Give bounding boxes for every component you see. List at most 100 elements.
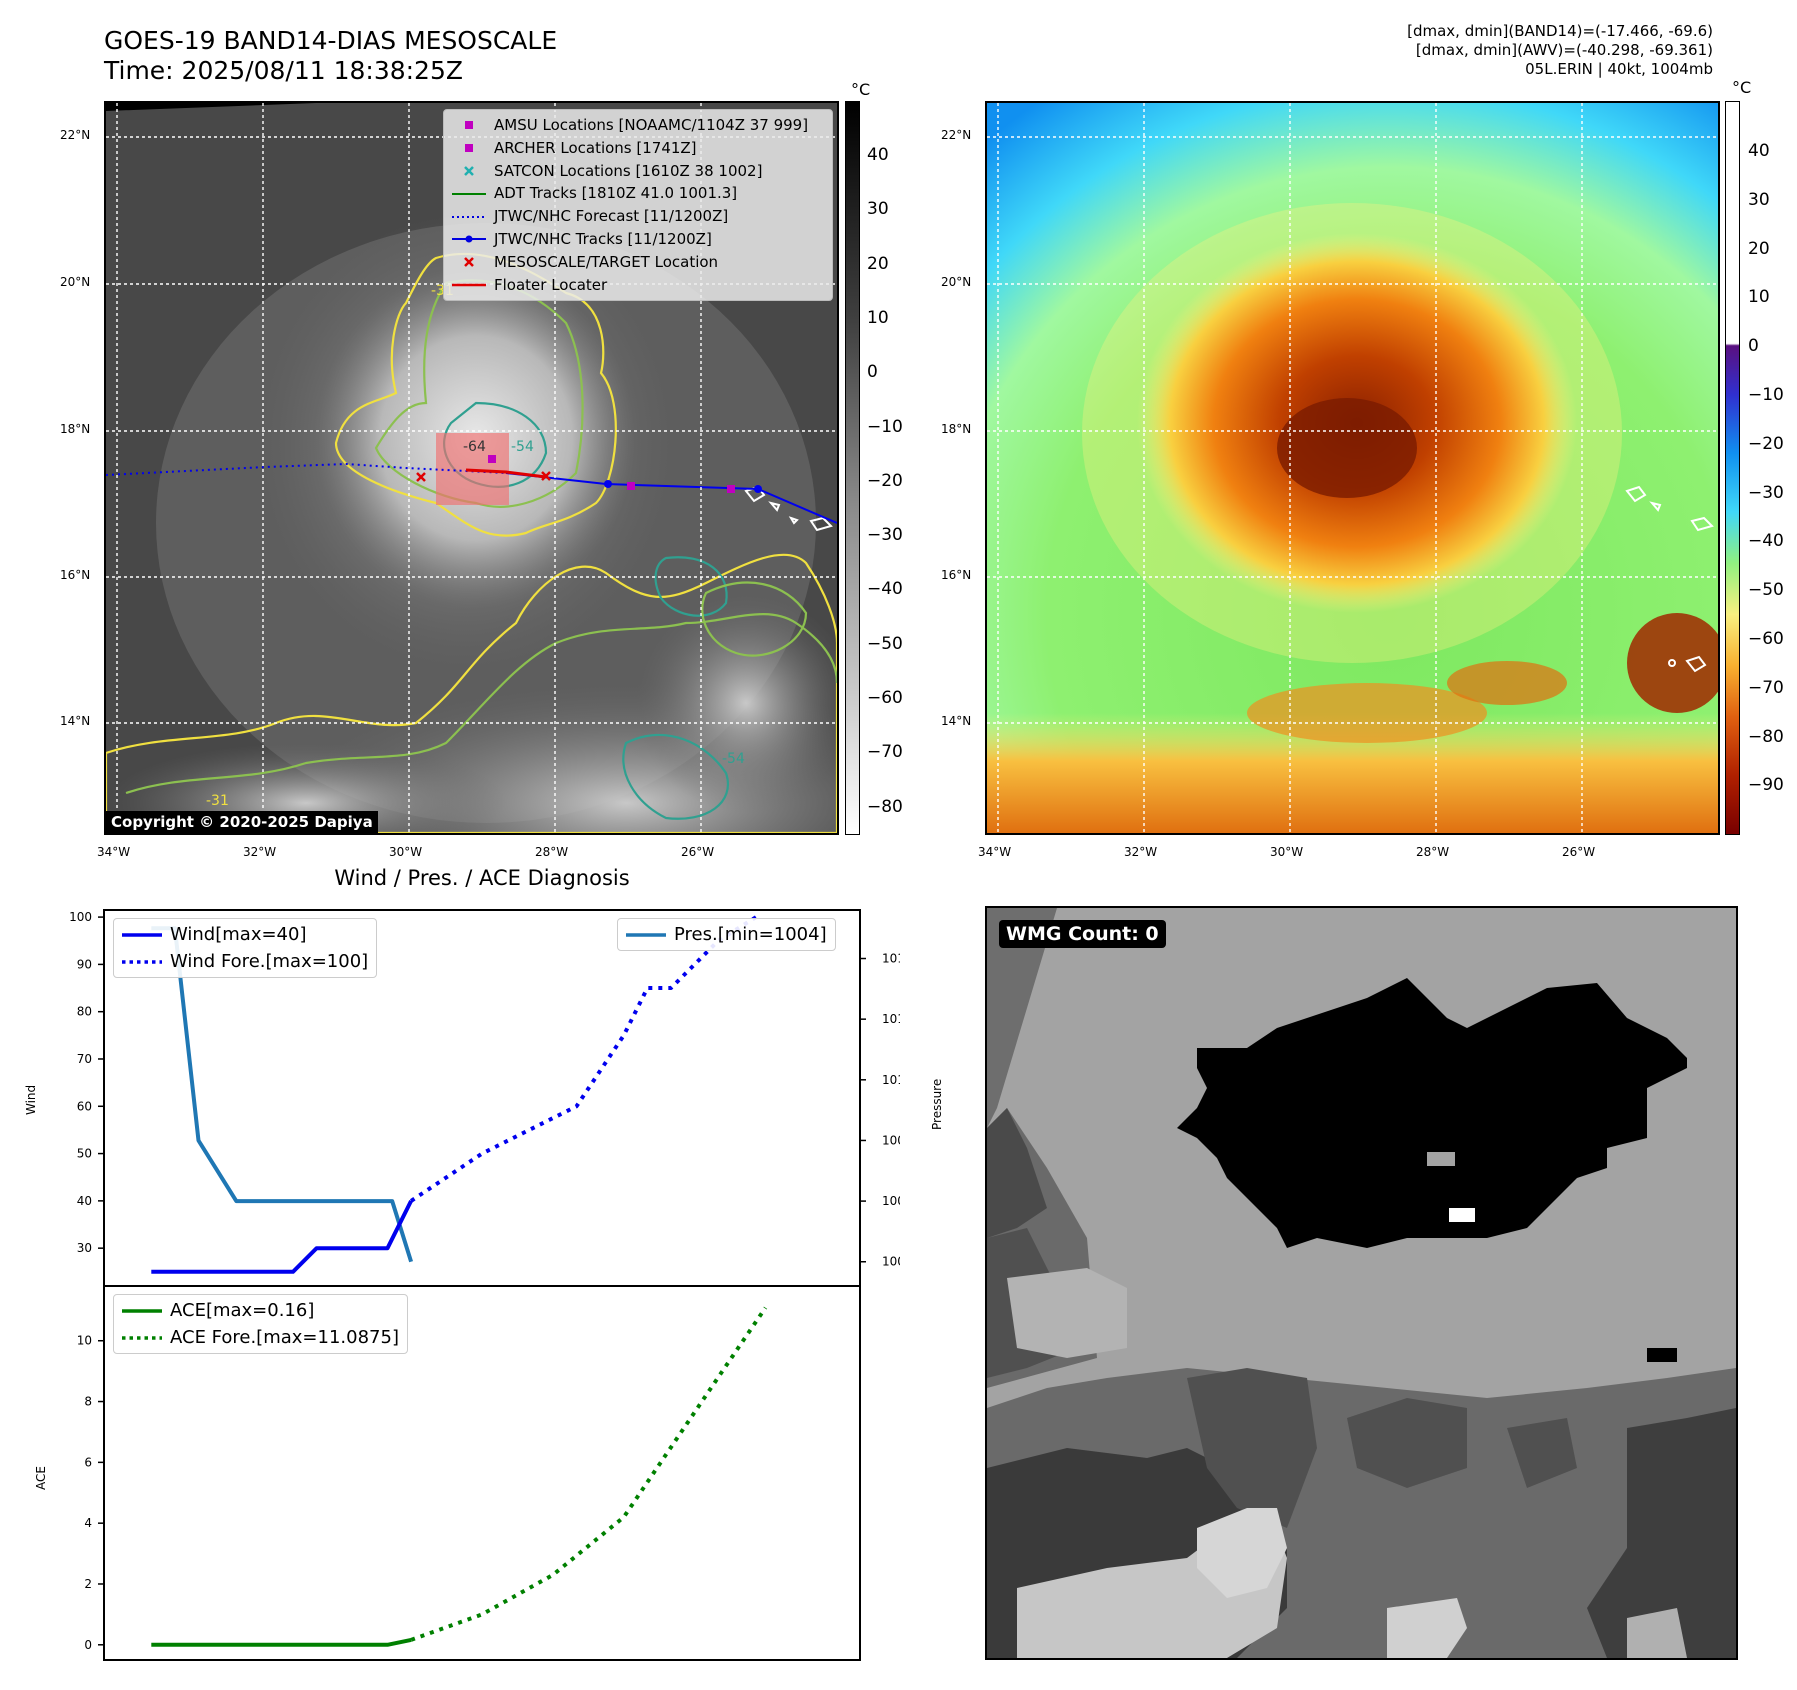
lat-label-22-left: 22°N [60, 128, 91, 142]
lat-label-18-left: 18°N [60, 422, 91, 436]
band14-colorbar [845, 101, 860, 835]
wind-line [151, 1200, 413, 1274]
ace-axis-tick-label: 0 [84, 1638, 92, 1652]
band14-colorbar-tick: 40 [867, 145, 889, 165]
awv-colorbar-tick: −80 [1748, 726, 1784, 747]
ace-legend-fore: ACE Fore.[max=11.0875] [122, 1324, 399, 1351]
pressure-legend-obs: Pres.[min=1004] [626, 921, 827, 948]
wind-axis-tick-label: 60 [77, 1099, 92, 1113]
lon-label-34-left: 34°W [97, 845, 131, 859]
legend-floater: Floater Locater [450, 274, 826, 297]
legend-target: MESOSCALE/TARGET Location [450, 251, 826, 274]
pressure-axis-tick-label: 1006 [882, 1194, 900, 1208]
lon-label-30-right: 30°W [1270, 845, 1304, 859]
square-marker-icon [450, 121, 488, 130]
band14-colorbar-tick: −10 [867, 416, 903, 437]
awv-colorbar-tick: −20 [1748, 433, 1784, 454]
lat-label-22-right: 22°N [941, 128, 972, 142]
ace-axis-tick-label: 6 [84, 1455, 92, 1469]
band14-colorbar-tick: −20 [867, 470, 903, 491]
solid-line-icon [122, 1308, 162, 1313]
legend-forecast: JTWC/NHC Forecast [11/1200Z] [450, 205, 826, 228]
pressure-axis-tick-label: 1014 [882, 952, 900, 966]
wmg-image [987, 908, 1736, 1658]
pressure-axis-tick-label: 1004 [882, 1255, 900, 1269]
info-awv: [dmax, dmin](AWV)=(-40.298, -69.361) [1415, 41, 1713, 59]
diagnosis-chart: 3040506070809010010041006100810101012101… [69, 909, 900, 1661]
wind-axis-tick-label: 30 [77, 1241, 92, 1255]
awv-colorbar-tick: −10 [1748, 385, 1784, 405]
lon-label-28-left: 28°W [535, 845, 569, 859]
awv-colorbar-tick: 20 [1748, 238, 1770, 259]
awv-colorbar-tick: −40 [1748, 531, 1784, 552]
awv-colorbar-unit: °C [1732, 78, 1752, 97]
awv-colorbar-tick: 30 [1748, 189, 1770, 210]
awv-image [987, 103, 1718, 833]
wmg-count-badge: WMG Count: 0 [999, 920, 1166, 948]
wind-axis-tick-label: 50 [77, 1147, 92, 1161]
lat-label-20-right: 20°N [941, 275, 972, 289]
lon-label-26-right: 26°W [1562, 845, 1596, 859]
awv-colorbar [1725, 101, 1740, 835]
awv-map [985, 101, 1720, 835]
line-marker-icon [450, 283, 488, 287]
lat-label-14-right: 14°N [941, 714, 972, 728]
wind-axis-tick-label: 40 [77, 1194, 92, 1208]
lat-label-16-left: 16°N [60, 568, 91, 582]
title-line-2: Time: 2025/08/11 18:38:25Z [104, 56, 463, 85]
x-marker-icon [450, 166, 488, 176]
pressure-legend: Pres.[min=1004] [617, 918, 836, 951]
awv-colorbar-tick: −50 [1748, 580, 1784, 601]
info-band14: [dmax, dmin](BAND14)=(-17.466, -69.6) [1407, 22, 1713, 40]
awv-colorbar-tick: 0 [1748, 336, 1759, 357]
dotted-line-icon [122, 1335, 162, 1340]
awv-colorbar-tick: −90 [1748, 775, 1784, 796]
lon-label-26-left: 26°W [681, 845, 715, 859]
wind-axis-tick-label: 70 [77, 1052, 92, 1066]
pressure-axis-label: Pressure [930, 1078, 944, 1130]
wind-legend-fore: Wind Fore.[max=100] [122, 948, 368, 975]
ace-forecast-line [410, 1306, 768, 1642]
wind-legend: Wind[max=40] Wind Fore.[max=100] [113, 918, 378, 978]
wmg-panel: WMG Count: 0 [985, 906, 1738, 1660]
lon-label-30-left: 30°W [389, 845, 423, 859]
band14-colorbar-unit: °C [851, 80, 871, 99]
lat-label-18-right: 18°N [941, 422, 972, 436]
contour-label-64: -64 [463, 439, 486, 455]
contour-label-54-a: -54 [511, 439, 534, 455]
band14-colorbar-tick: −80 [867, 796, 903, 817]
ace-legend-obs: ACE[max=0.16] [122, 1297, 399, 1324]
band14-colorbar-tick: 30 [867, 199, 889, 220]
ace-axis-tick-label: 8 [84, 1395, 92, 1409]
band14-colorbar-tick: −50 [867, 633, 903, 654]
title-line-1: GOES-19 BAND14-DIAS MESOSCALE [104, 26, 558, 55]
ace-axis-tick-label: 10 [77, 1334, 92, 1348]
map-legend: AMSU Locations [NOAAMC/1104Z 37 999] ARC… [443, 109, 833, 302]
awv-colorbar-tick: −30 [1748, 482, 1784, 503]
lat-label-14-left: 14°N [60, 714, 91, 728]
dotted-line-icon [450, 215, 488, 219]
intensity-info: [dmax, dmin](BAND14)=(-17.466, -69.6) [d… [1407, 22, 1713, 79]
band14-colorbar-tick: −40 [867, 579, 903, 600]
wind-legend-obs: Wind[max=40] [122, 921, 368, 948]
band14-colorbar-tick: −60 [867, 688, 903, 708]
awv-colorbar-tick: −60 [1748, 629, 1784, 649]
x-marker-icon [450, 257, 488, 268]
awv-colorbar-tick: 10 [1748, 287, 1770, 308]
ace-line [151, 1637, 412, 1647]
legend-tracks: JTWC/NHC Tracks [11/1200Z] [450, 228, 826, 251]
dotted-line-icon [122, 959, 162, 964]
diagnosis-title: Wind / Pres. / ACE Diagnosis [334, 866, 630, 890]
info-storm: 05L.ERIN | 40kt, 1004mb [1525, 60, 1713, 78]
lat-label-20-left: 20°N [60, 275, 91, 289]
solid-line-icon [122, 932, 162, 937]
line-marker-icon [450, 192, 488, 196]
legend-adt: ADT Tracks [1810Z 41.0 1001.3] [450, 182, 826, 205]
figure-title: GOES-19 BAND14-DIAS MESOSCALE Time: 2025… [104, 26, 557, 86]
band14-colorbar-tick: 20 [867, 253, 889, 274]
lon-label-34-right: 34°W [978, 845, 1012, 859]
lon-label-32-left: 32°W [243, 845, 277, 859]
awv-colorbar-tick: −70 [1748, 677, 1784, 698]
wind-axis-tick-label: 90 [77, 957, 92, 971]
pressure-line [151, 926, 414, 1263]
